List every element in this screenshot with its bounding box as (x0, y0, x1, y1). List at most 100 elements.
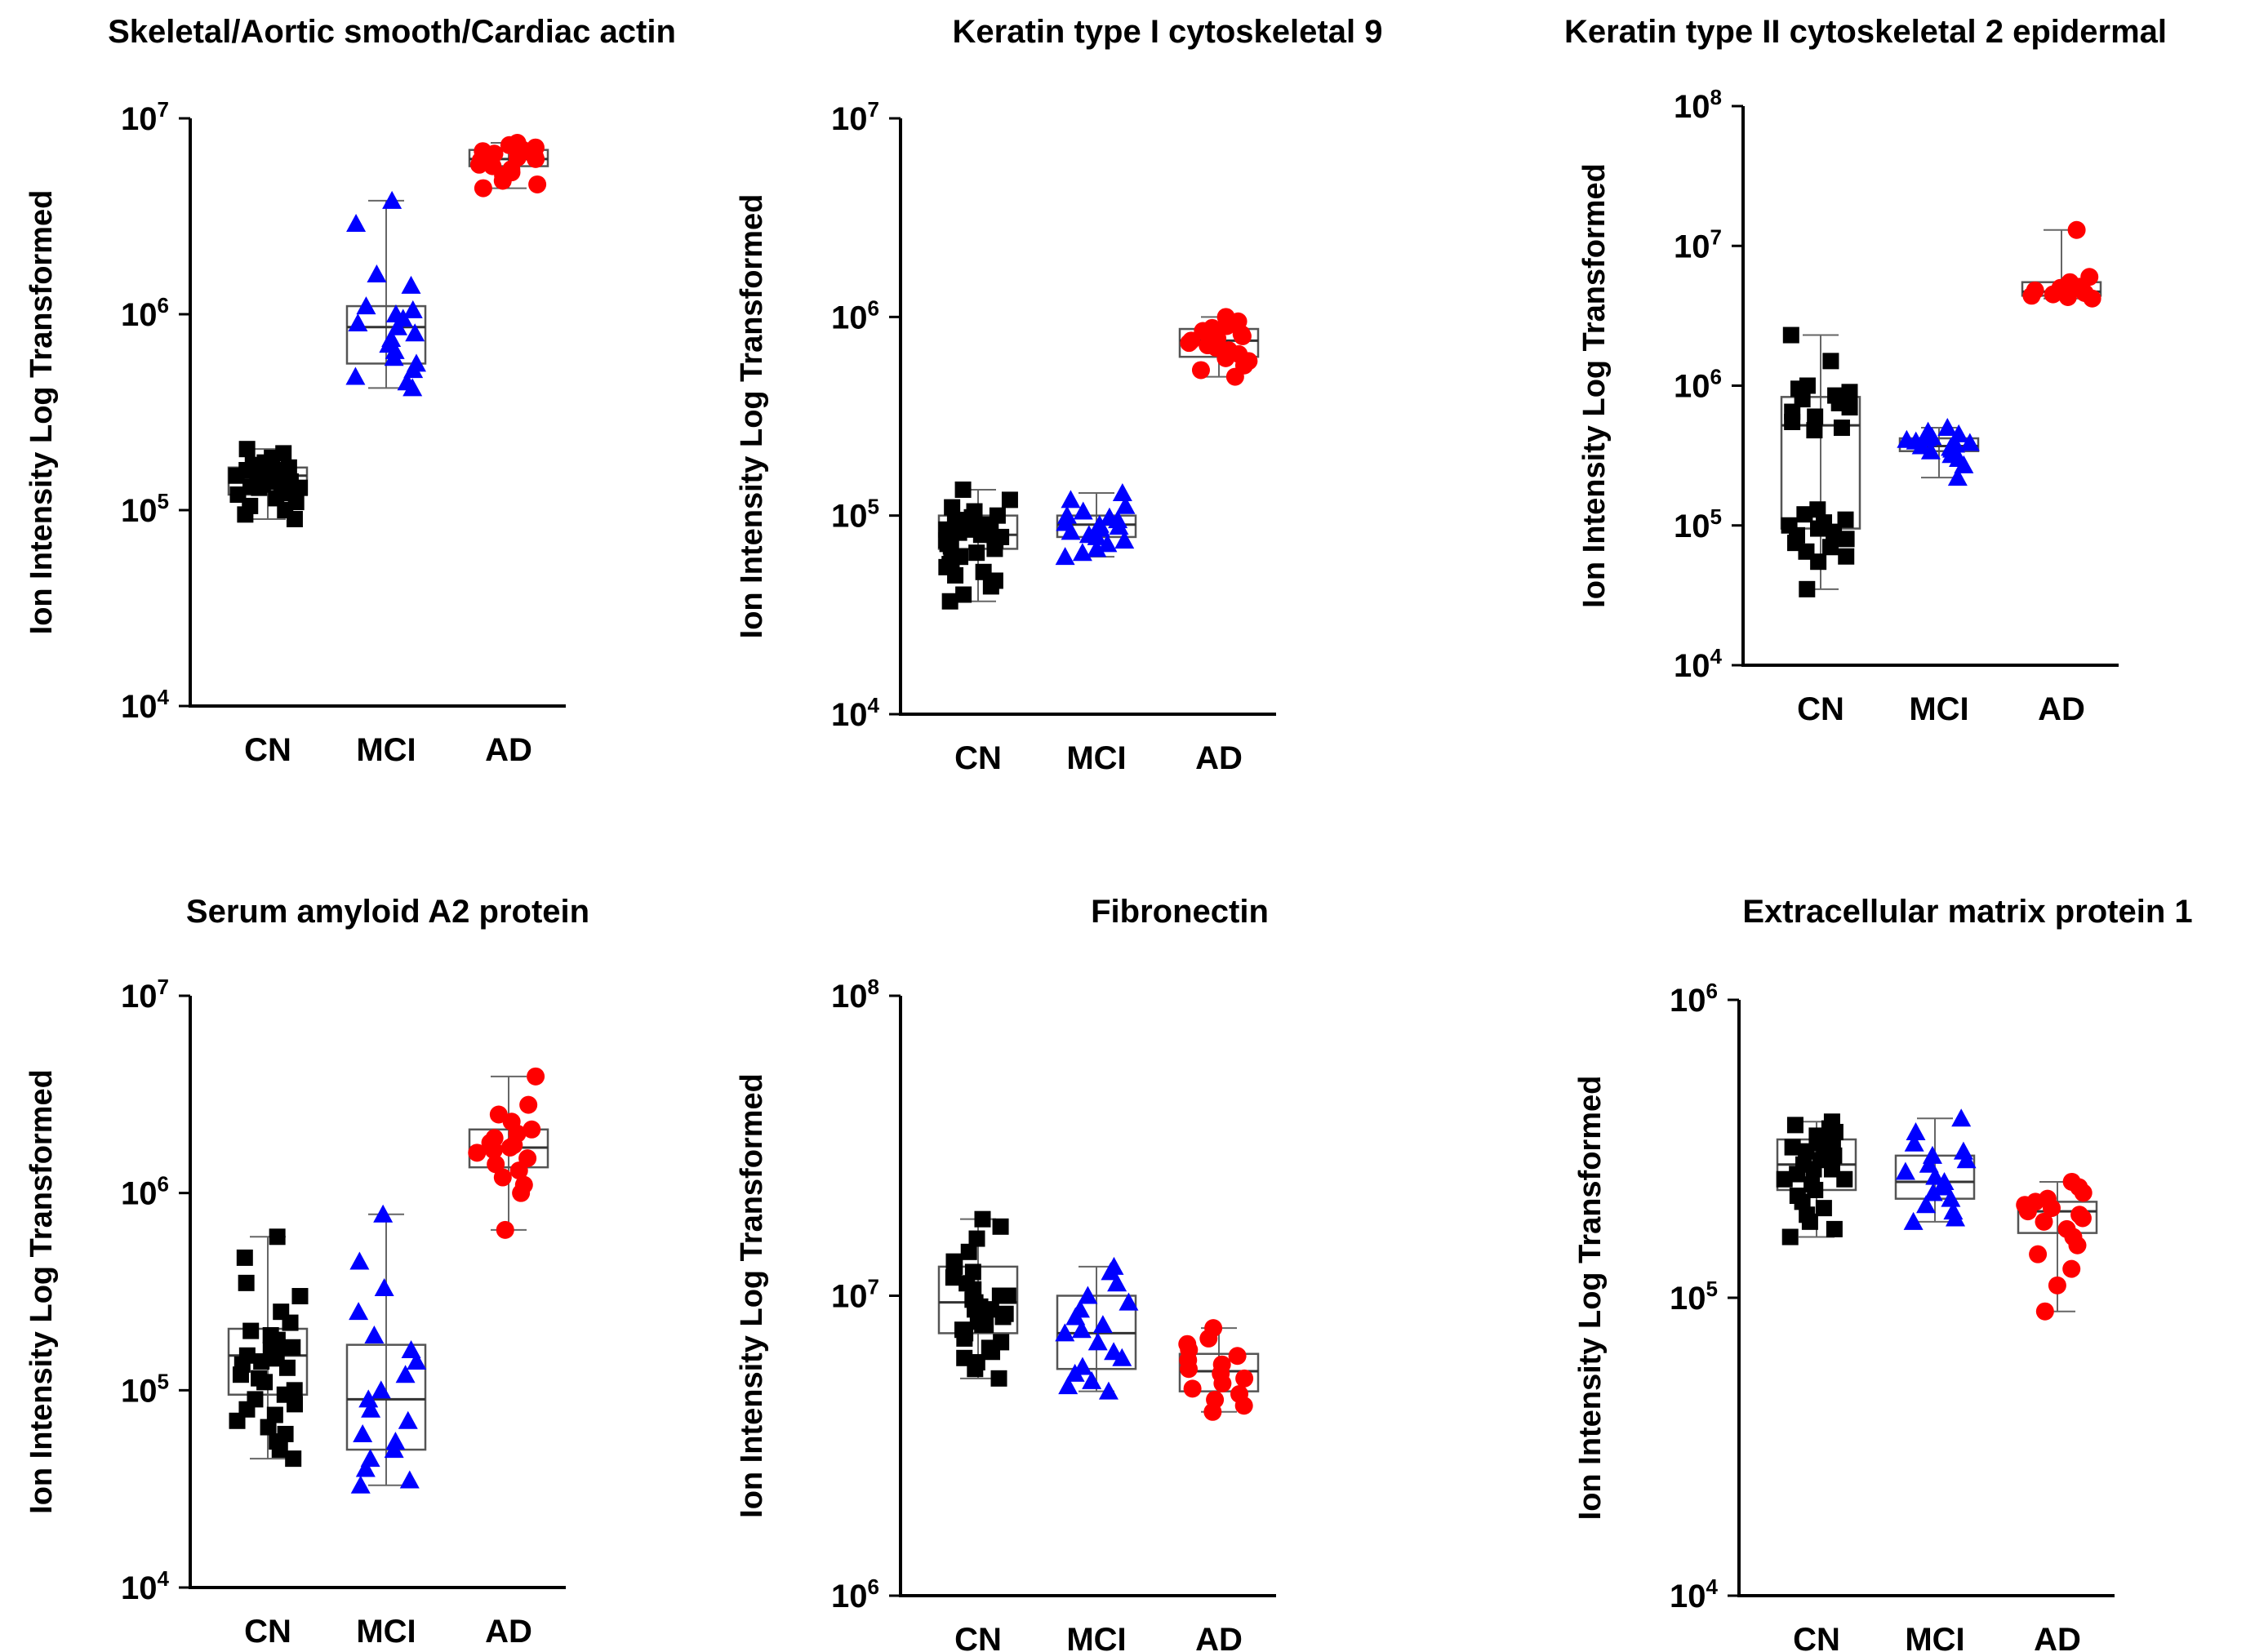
chart-title: Extracellular matrix protein 1 (1742, 894, 2192, 930)
series-ad (2021, 220, 2102, 308)
data-point (395, 1365, 416, 1383)
y-axis-label: Ion Intensity Log Transformed (24, 1069, 59, 1514)
data-point (493, 171, 512, 190)
data-point (266, 1406, 283, 1423)
series-cn (1780, 326, 1861, 597)
data-point (954, 481, 972, 498)
y-tick-label: 105 (1674, 504, 1722, 544)
data-point (1823, 1135, 1840, 1152)
data-point (403, 360, 424, 379)
data-point (1776, 1170, 1793, 1188)
data-point (285, 1450, 302, 1468)
data-point (1941, 1188, 1961, 1207)
data-point (1916, 1195, 1937, 1214)
series-mci (1055, 1256, 1139, 1400)
data-point (287, 1396, 304, 1413)
data-point (938, 532, 955, 549)
data-point (945, 1269, 962, 1286)
box-iqr (345, 1343, 427, 1451)
data-point (1082, 1370, 1102, 1389)
data-point (361, 1399, 381, 1418)
data-point (1794, 391, 1811, 408)
data-point (1191, 361, 1210, 380)
data-point (1959, 433, 1980, 451)
data-point (1786, 1117, 1803, 1134)
data-point (1838, 531, 1855, 548)
data-point (527, 149, 545, 168)
y-tick-label: 108 (1674, 85, 1722, 125)
data-point (1061, 490, 1081, 508)
data-point (1920, 441, 1941, 460)
data-point (1180, 1360, 1199, 1379)
data-point (1065, 1363, 1085, 1382)
x-category-label: AD (1195, 1622, 1243, 1652)
x-category-label: CN (1793, 1622, 1840, 1652)
chart-panel-2: Keratin type I cytoskeletal 9 Ion Intensi… (735, 14, 1382, 776)
data-point (385, 1432, 406, 1450)
data-point (1217, 317, 1236, 335)
series-cn (1776, 1113, 1857, 1246)
data-point (348, 313, 368, 331)
y-tick-label: 108 (831, 975, 879, 1015)
data-point (350, 1475, 371, 1494)
y-axis-label: Ion Intensity Log Transformed (1573, 1076, 1608, 1521)
data-point (1097, 534, 1118, 553)
data-point (253, 1353, 270, 1370)
data-point (353, 1423, 373, 1442)
data-point (278, 1359, 296, 1376)
y-tick-label: 106 (121, 293, 169, 333)
data-point (960, 1243, 977, 1260)
x-category-label: MCI (1066, 1622, 1126, 1652)
data-point (523, 1120, 541, 1139)
y-tick-label: 107 (831, 1275, 879, 1315)
data-point (2083, 289, 2101, 308)
data-point (242, 1322, 260, 1339)
data-point (1947, 468, 1968, 486)
series-cn (227, 441, 309, 527)
data-point (1233, 326, 1252, 345)
data-point (2022, 286, 2041, 305)
data-point (1798, 1143, 1815, 1160)
data-point (405, 323, 425, 342)
x-category-label: CN (954, 1622, 1002, 1652)
data-point (967, 1361, 984, 1378)
data-point (1109, 517, 1129, 535)
data-point (1087, 1332, 1108, 1351)
data-point (284, 1339, 301, 1356)
data-point (1098, 1381, 1119, 1400)
x-category-label: AD (2038, 691, 2085, 727)
chart-title: Keratin type II cytoskeletal 2 epidermal (1564, 14, 2167, 50)
data-point (512, 1183, 531, 1202)
data-point (1072, 543, 1092, 562)
data-point (1833, 420, 1850, 437)
data-point (1823, 1161, 1840, 1178)
data-point (1937, 418, 1958, 437)
data-point (233, 1356, 251, 1373)
data-point (1799, 580, 1816, 597)
data-point (358, 1389, 379, 1408)
data-point (1923, 1183, 1943, 1201)
data-point (2035, 1212, 2053, 1231)
data-point (2062, 1259, 2081, 1278)
data-point (1073, 501, 1093, 520)
data-point (990, 1370, 1007, 1387)
x-category-label: AD (485, 1614, 532, 1650)
data-point (371, 1380, 391, 1399)
data-point (403, 300, 423, 318)
x-category-label: AD (485, 732, 532, 768)
x-category-label: MCI (1905, 1622, 1964, 1652)
series-ad (468, 1067, 549, 1239)
data-point (1809, 501, 1826, 518)
data-point (1782, 326, 1799, 344)
data-point (1115, 495, 1136, 514)
x-category-label: AD (2034, 1622, 2081, 1652)
chart-panel-4: Serum amyloid A2 protein Ion Intensity Lo… (24, 894, 589, 1650)
y-tick-label: 105 (121, 489, 169, 529)
data-point (1841, 399, 1858, 416)
data-point (1805, 1161, 1822, 1178)
data-point (1055, 1323, 1075, 1342)
data-point (1199, 1329, 1218, 1348)
data-point (1826, 1220, 1843, 1237)
y-tick-label: 104 (1674, 644, 1723, 684)
